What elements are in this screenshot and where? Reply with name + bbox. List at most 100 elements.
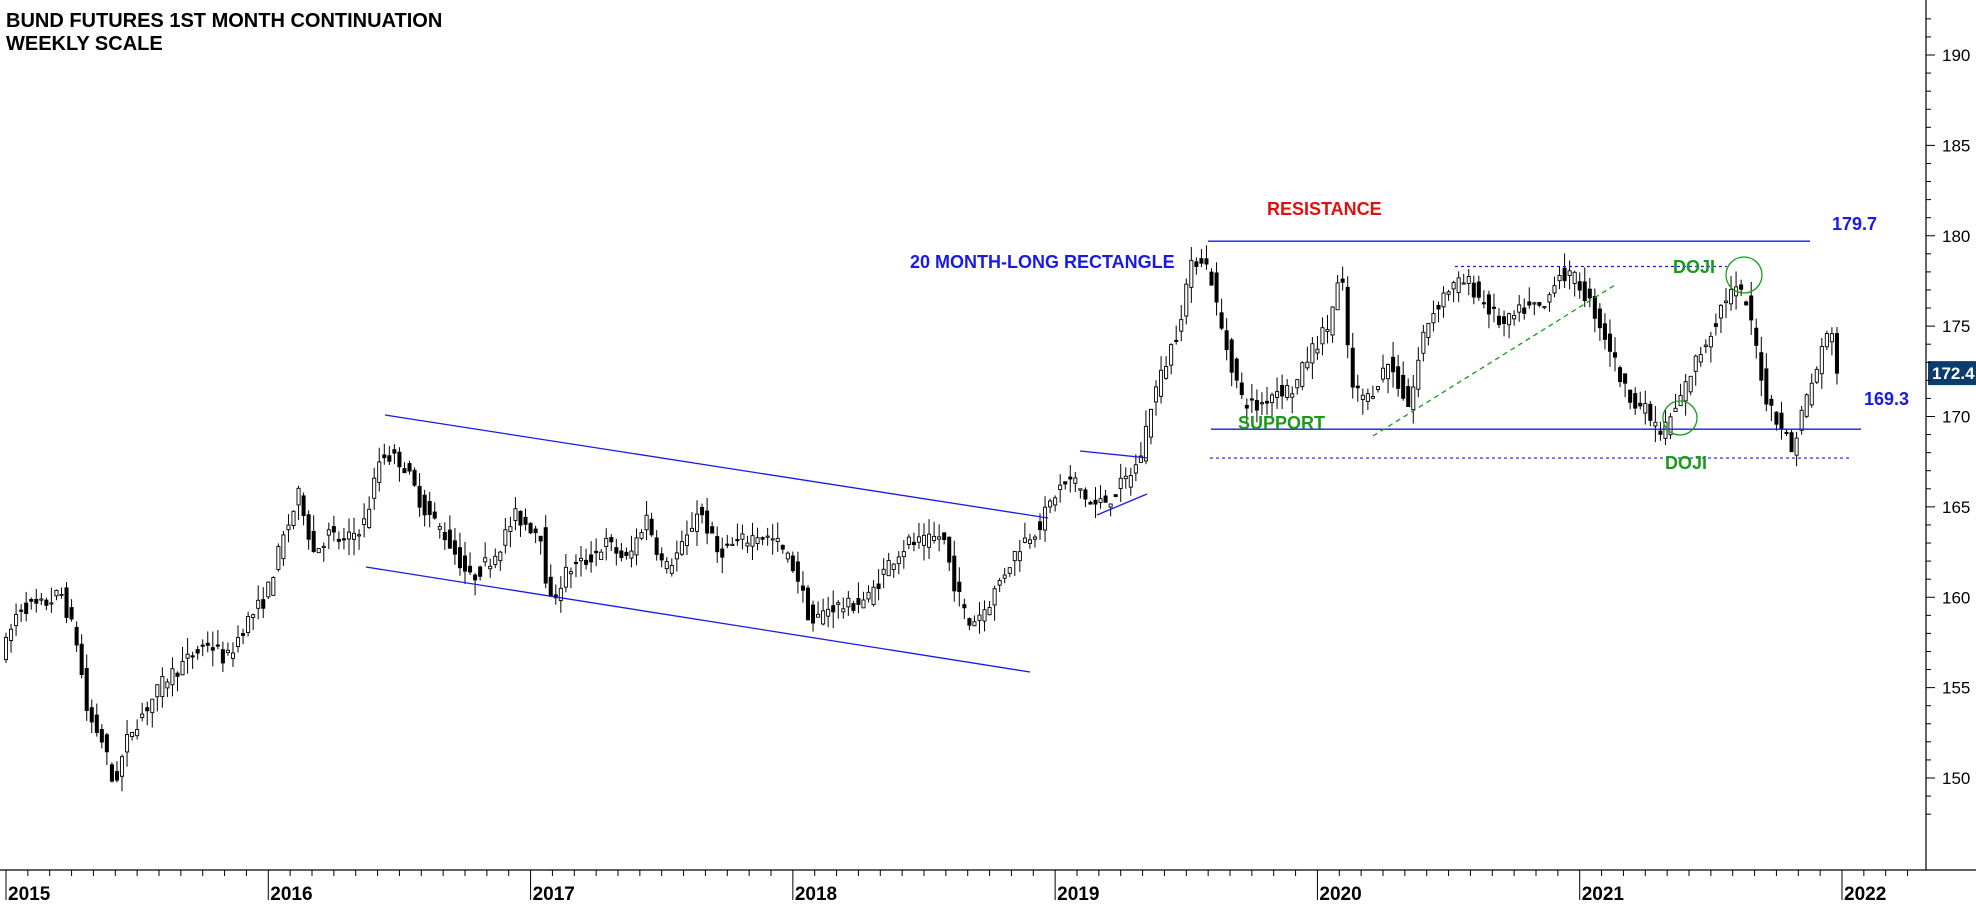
candle (1431, 300, 1436, 332)
candle (1572, 270, 1577, 297)
candle (1587, 277, 1592, 308)
candle-up (1310, 343, 1315, 364)
candle (276, 543, 281, 572)
candle (1229, 337, 1234, 387)
candle-up (901, 551, 906, 558)
candle-up (326, 529, 331, 536)
candle-down (432, 511, 437, 519)
candle-up (1017, 551, 1022, 562)
candle (427, 491, 432, 528)
candle-up (578, 557, 584, 562)
candle (568, 567, 573, 589)
candle-up (1032, 536, 1037, 540)
candle (679, 530, 684, 557)
candle (44, 597, 49, 611)
candle-down (1592, 296, 1597, 319)
candle (367, 496, 372, 530)
candle (1814, 366, 1819, 385)
candle-down (609, 537, 614, 543)
x-axis: 2015 2016 2017 2018 2019 2020 2021 2022 (0, 869, 1976, 905)
support-value-label: 169.3 (1864, 389, 1909, 409)
candle (659, 547, 664, 568)
candle-down (306, 514, 311, 540)
candle-down (1083, 489, 1088, 500)
candle (1446, 289, 1451, 301)
x-tick-label: 2021 (1582, 884, 1625, 905)
candle-up (1441, 292, 1446, 308)
candle-down (195, 649, 200, 654)
candle-up (140, 713, 145, 718)
candle (1456, 271, 1461, 303)
candle-up (881, 568, 886, 575)
candle (377, 447, 382, 492)
candle (604, 528, 609, 561)
candle (478, 565, 483, 581)
candle (649, 512, 654, 537)
candle-up (750, 535, 755, 547)
candle (654, 530, 659, 561)
candle-up (1043, 506, 1048, 531)
candle-up (362, 518, 367, 525)
candle (841, 597, 846, 619)
candle (1164, 356, 1169, 380)
candle-up (9, 628, 14, 641)
candle (861, 591, 866, 609)
candle (921, 523, 927, 561)
candle (689, 512, 694, 532)
candle (1133, 454, 1138, 482)
candle-up (271, 577, 276, 596)
x-tick-label: 2022 (1844, 884, 1886, 905)
candle-down (1607, 333, 1612, 352)
candle (1275, 377, 1280, 409)
candle (1804, 393, 1809, 419)
candle-down (1602, 323, 1607, 340)
candle (1169, 343, 1174, 375)
candle-down (795, 561, 800, 582)
candle (180, 646, 185, 676)
candle (488, 558, 493, 578)
candle-down (1194, 261, 1199, 267)
candle (483, 542, 488, 567)
candle (811, 600, 816, 632)
candle (241, 628, 246, 645)
candle (1496, 308, 1502, 329)
candle (594, 538, 599, 567)
candle-up (1123, 475, 1128, 480)
candle-up (921, 534, 927, 546)
x-tick-label: 2018 (795, 884, 837, 905)
candle (684, 520, 689, 556)
candle (1098, 485, 1103, 509)
y-axis: 150 155 160 165 170 175 180 185 190 (1925, 0, 1970, 870)
candle-down (760, 537, 765, 540)
candle-down (518, 510, 523, 526)
candle (64, 581, 69, 624)
candle (730, 537, 735, 546)
candle (1113, 494, 1118, 498)
candle-up (1542, 306, 1547, 309)
candle (518, 510, 523, 537)
candle-up (1456, 277, 1461, 293)
candle-up (1673, 407, 1678, 412)
candle-up (1022, 537, 1027, 543)
candle (710, 521, 715, 534)
candle-up (160, 676, 165, 698)
candle-up (1300, 362, 1305, 387)
candle (1214, 262, 1219, 316)
candle (695, 500, 700, 547)
candle-up (135, 728, 140, 737)
candle (1547, 292, 1552, 312)
candle (1643, 390, 1648, 425)
candle (942, 532, 947, 545)
candle (175, 671, 180, 692)
candle (1037, 513, 1043, 540)
candle-up (119, 756, 125, 777)
last-price-badge (1928, 361, 1976, 386)
candle-down (1234, 358, 1239, 381)
candle (977, 602, 982, 634)
candle-up (634, 537, 639, 556)
candle-up (1829, 333, 1834, 343)
candle (972, 615, 977, 627)
candle (447, 515, 452, 549)
candle (412, 467, 417, 488)
candle-down (1224, 330, 1229, 351)
